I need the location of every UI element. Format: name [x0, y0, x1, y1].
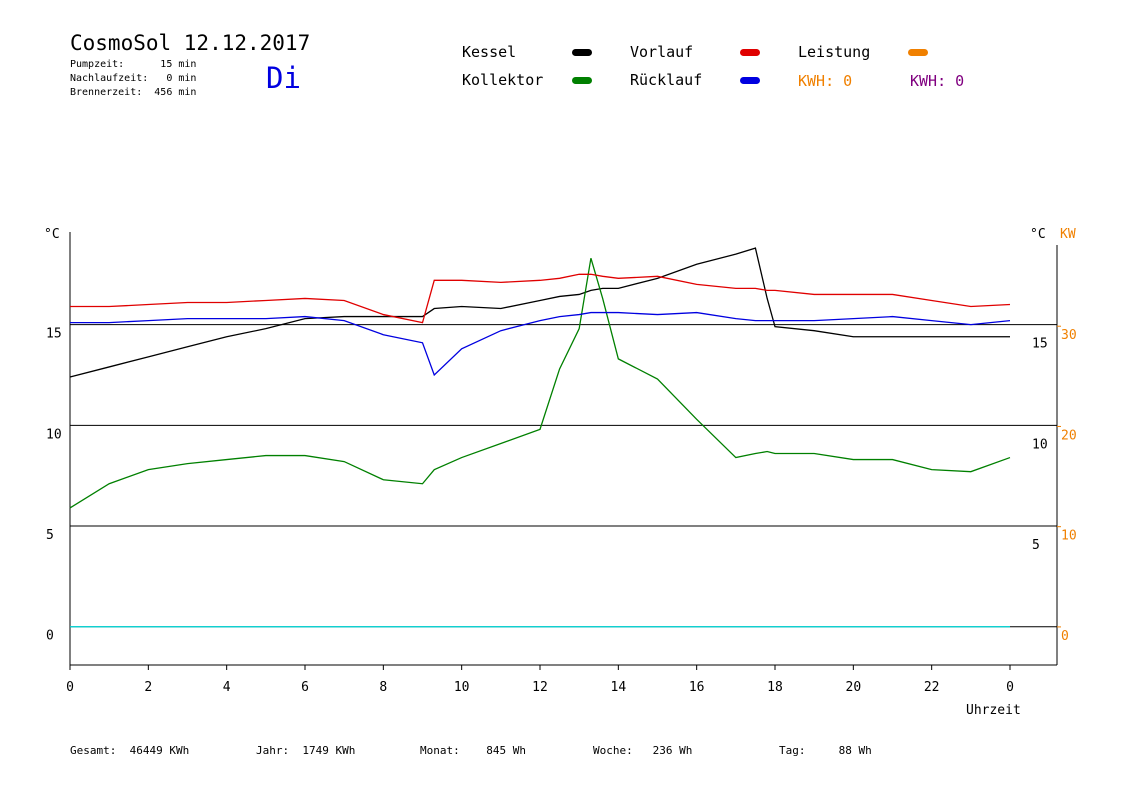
- x-tick-label: 12: [532, 680, 548, 695]
- legend-label: Vorlauf: [630, 43, 693, 61]
- legend-swatch: [908, 49, 928, 56]
- series-line: [70, 273, 1011, 324]
- kwh: KWH: 0: [910, 72, 964, 90]
- legend-label: Kessel: [462, 43, 516, 61]
- y-tick-label-right: 5: [1032, 538, 1040, 553]
- x-tick-label: 0: [66, 680, 74, 695]
- x-tick-label: 4: [223, 680, 231, 695]
- stat: Brennerzeit: 456 min: [70, 87, 196, 98]
- legend-swatch: [572, 77, 592, 84]
- y-tick-label: 15: [46, 327, 62, 342]
- x-tick-label: 8: [379, 680, 387, 695]
- footer-stat: Tag: 88 Wh: [779, 744, 872, 757]
- footer-stat: Woche: 236 Wh: [593, 744, 692, 757]
- y2-tick-label: 0: [1061, 629, 1069, 644]
- x-tick-label: 18: [767, 680, 783, 695]
- x-tick-label: 0: [1006, 680, 1014, 695]
- legend-label: Rücklauf: [630, 71, 702, 89]
- title: CosmoSol 12.12.2017: [70, 31, 310, 55]
- y-tick-label-right: 10: [1032, 437, 1048, 452]
- y-tick-label-right: 15: [1032, 337, 1048, 352]
- series-line: [69, 247, 1010, 378]
- x-tick-label: 14: [611, 680, 627, 695]
- x-tick-label: 20: [846, 680, 862, 695]
- x-tick-label: 10: [454, 680, 470, 695]
- footer-stat: Gesamt: 46449 KWh: [70, 744, 189, 757]
- y-tick-label: 5: [46, 528, 54, 543]
- legend-swatch: [740, 77, 760, 84]
- y-axis-label-right: °C: [1030, 227, 1046, 242]
- y2-tick-label: 20: [1061, 428, 1077, 443]
- y-tick-label: 10: [46, 427, 62, 442]
- legend-label: Kollektor: [462, 71, 543, 89]
- x-tick-label: 2: [144, 680, 152, 695]
- footer-stat: Jahr: 1749 KWh: [256, 744, 355, 757]
- legend-swatch: [572, 49, 592, 56]
- kwh: KWH: 0: [798, 72, 852, 90]
- footer-stat: Monat: 845 Wh: [420, 744, 526, 757]
- x-tick-label: 22: [924, 680, 940, 695]
- day: Di: [266, 61, 301, 95]
- series-line: [69, 257, 1011, 509]
- legend-label: Leistung: [798, 43, 870, 61]
- x-tick-label: 6: [301, 680, 309, 695]
- x-tick-label: 16: [689, 680, 705, 695]
- y2-tick-label: 30: [1061, 328, 1077, 343]
- y2-axis-label: KW: [1060, 227, 1076, 242]
- stat: Pumpzeit: 15 min: [70, 59, 196, 70]
- legend-swatch: [740, 49, 760, 56]
- y2-tick-label: 10: [1061, 529, 1077, 544]
- y-tick-label: 0: [46, 629, 54, 644]
- x-axis-label: Uhrzeit: [966, 703, 1021, 718]
- series-line: [70, 311, 1011, 377]
- y-axis-label: °C: [44, 227, 60, 242]
- stat: Nachlaufzeit: 0 min: [70, 73, 196, 84]
